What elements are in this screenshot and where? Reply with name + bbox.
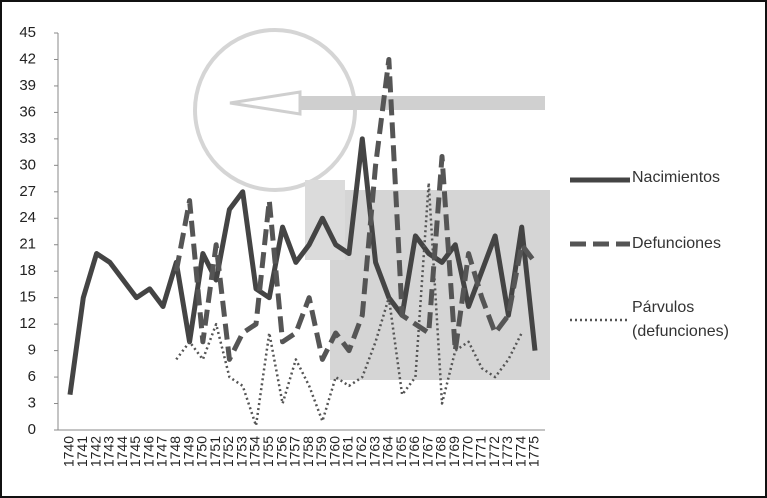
- y-tick-label: 27: [19, 183, 36, 200]
- x-tick-label: 1742: [87, 436, 103, 467]
- y-tick-label: 18: [19, 262, 36, 279]
- x-tick-label: 1767: [419, 436, 435, 467]
- x-tick-label: 1740: [61, 436, 77, 467]
- y-tick-label: 39: [19, 77, 36, 94]
- x-tick-label: 1747: [154, 436, 170, 467]
- y-tick-label: 12: [19, 315, 36, 332]
- y-tick-label: 6: [28, 368, 36, 385]
- legend-label: Párvulos (defunciones): [632, 299, 729, 340]
- x-tick-label: 1763: [366, 436, 382, 467]
- x-tick-label: 1762: [353, 436, 369, 467]
- x-tick-label: 1760: [326, 436, 342, 467]
- legend-label: Defunciones: [632, 235, 721, 252]
- x-tick-label: 1772: [486, 436, 502, 467]
- x-tick-label: 1766: [406, 436, 422, 467]
- x-tick-label: 1761: [340, 436, 356, 467]
- legend-label: Nacimientos: [632, 169, 721, 186]
- x-tick-label: 1771: [473, 436, 489, 467]
- y-tick-label: 9: [28, 342, 36, 359]
- y-tick-label: 36: [19, 103, 36, 120]
- y-tick-label: 33: [19, 130, 36, 147]
- x-tick-label: 1748: [167, 436, 183, 467]
- y-tick-label: 45: [19, 24, 36, 41]
- x-tick-label: 1751: [207, 436, 223, 467]
- x-tick-label: 1757: [287, 436, 303, 467]
- x-tick-label: 1746: [140, 436, 156, 467]
- y-tick-label: 21: [19, 236, 36, 253]
- y-tick-label: 42: [19, 50, 36, 67]
- x-tick-label: 1750: [194, 436, 210, 467]
- y-tick-label: 30: [19, 156, 36, 173]
- y-tick-label: 24: [19, 209, 36, 226]
- x-tick-label: 1759: [313, 436, 329, 467]
- x-tick-label: 1758: [300, 436, 316, 467]
- x-tick-label: 1765: [393, 436, 409, 467]
- x-tick-label: 1756: [273, 436, 289, 467]
- x-tick-label: 1769: [446, 436, 462, 467]
- x-tick-label: 1752: [220, 436, 236, 467]
- x-tick-label: 1744: [114, 436, 130, 467]
- x-tick-label: 1774: [512, 436, 528, 467]
- x-tick-label: 1764: [380, 436, 396, 467]
- series-line: [67, 136, 538, 396]
- x-tick-label: 1775: [526, 436, 542, 467]
- x-tick-label: 1770: [459, 436, 475, 467]
- x-tick-label: 1741: [74, 436, 90, 467]
- x-tick-label: 1755: [260, 436, 276, 467]
- series-line: [175, 181, 523, 427]
- y-tick-label: 0: [28, 421, 36, 438]
- series-line: [173, 56, 537, 362]
- x-tick-label: 1753: [233, 436, 249, 467]
- x-tick-label: 1743: [101, 436, 117, 467]
- x-tick-label: 1745: [127, 436, 143, 467]
- x-tick-label: 1773: [499, 436, 515, 467]
- y-tick-label: 15: [19, 289, 36, 306]
- x-tick-label: 1768: [433, 436, 449, 467]
- x-tick-label: 1749: [180, 436, 196, 467]
- x-tick-label: 1754: [247, 436, 263, 467]
- y-tick-label: 3: [28, 395, 36, 412]
